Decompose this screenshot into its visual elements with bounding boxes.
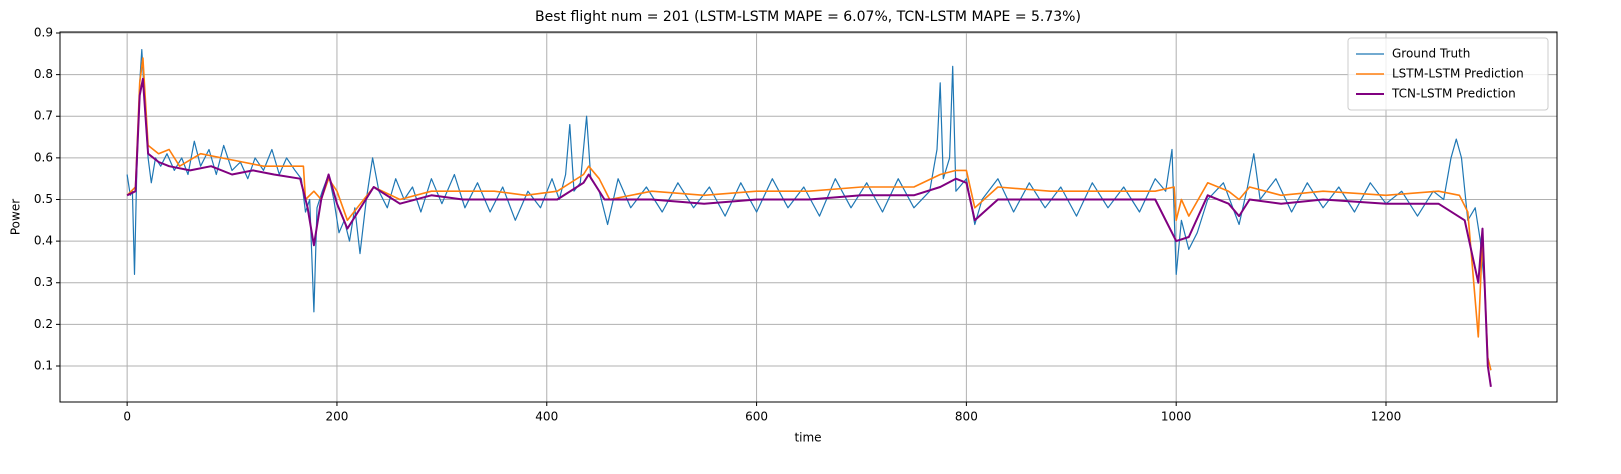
x-tick-label: 0 bbox=[123, 410, 131, 424]
y-tick-label: 0.7 bbox=[34, 109, 53, 123]
x-tick-label: 400 bbox=[535, 410, 558, 424]
x-tick-label: 200 bbox=[325, 410, 348, 424]
y-tick-label: 0.5 bbox=[34, 192, 53, 206]
y-tick-label: 0.8 bbox=[34, 67, 53, 81]
x-axis-label: time bbox=[794, 431, 821, 445]
y-tick-label: 0.2 bbox=[34, 317, 53, 331]
x-tick-label: 1000 bbox=[1161, 410, 1192, 424]
chart-title: Best flight num = 201 (LSTM-LSTM MAPE = … bbox=[535, 9, 1081, 25]
legend-box bbox=[1347, 37, 1549, 111]
x-tick-label: 800 bbox=[955, 410, 978, 424]
series-line bbox=[126, 49, 1492, 371]
legend-label: Ground Truth bbox=[1392, 47, 1470, 61]
x-tick-label: 1200 bbox=[1371, 410, 1402, 424]
y-tick-label: 0.3 bbox=[34, 275, 53, 289]
y-tick-label: 0.6 bbox=[34, 150, 53, 164]
y-tick-label: 0.4 bbox=[34, 234, 53, 248]
series-line bbox=[126, 77, 1492, 387]
y-axis-label: Power bbox=[9, 199, 23, 235]
y-tick-label: 0.9 bbox=[34, 25, 53, 39]
legend-label: TCN-LSTM Prediction bbox=[1391, 87, 1516, 101]
series-line bbox=[126, 57, 1492, 371]
legend: Ground Truth LSTM-LSTM Prediction TCN-LSTM… bbox=[1347, 37, 1549, 111]
legend-label: LSTM-LSTM Prediction bbox=[1392, 67, 1524, 81]
x-tick-label: 600 bbox=[745, 410, 768, 424]
y-tick-label: 0.1 bbox=[34, 358, 53, 372]
plot-frame bbox=[59, 31, 1558, 403]
